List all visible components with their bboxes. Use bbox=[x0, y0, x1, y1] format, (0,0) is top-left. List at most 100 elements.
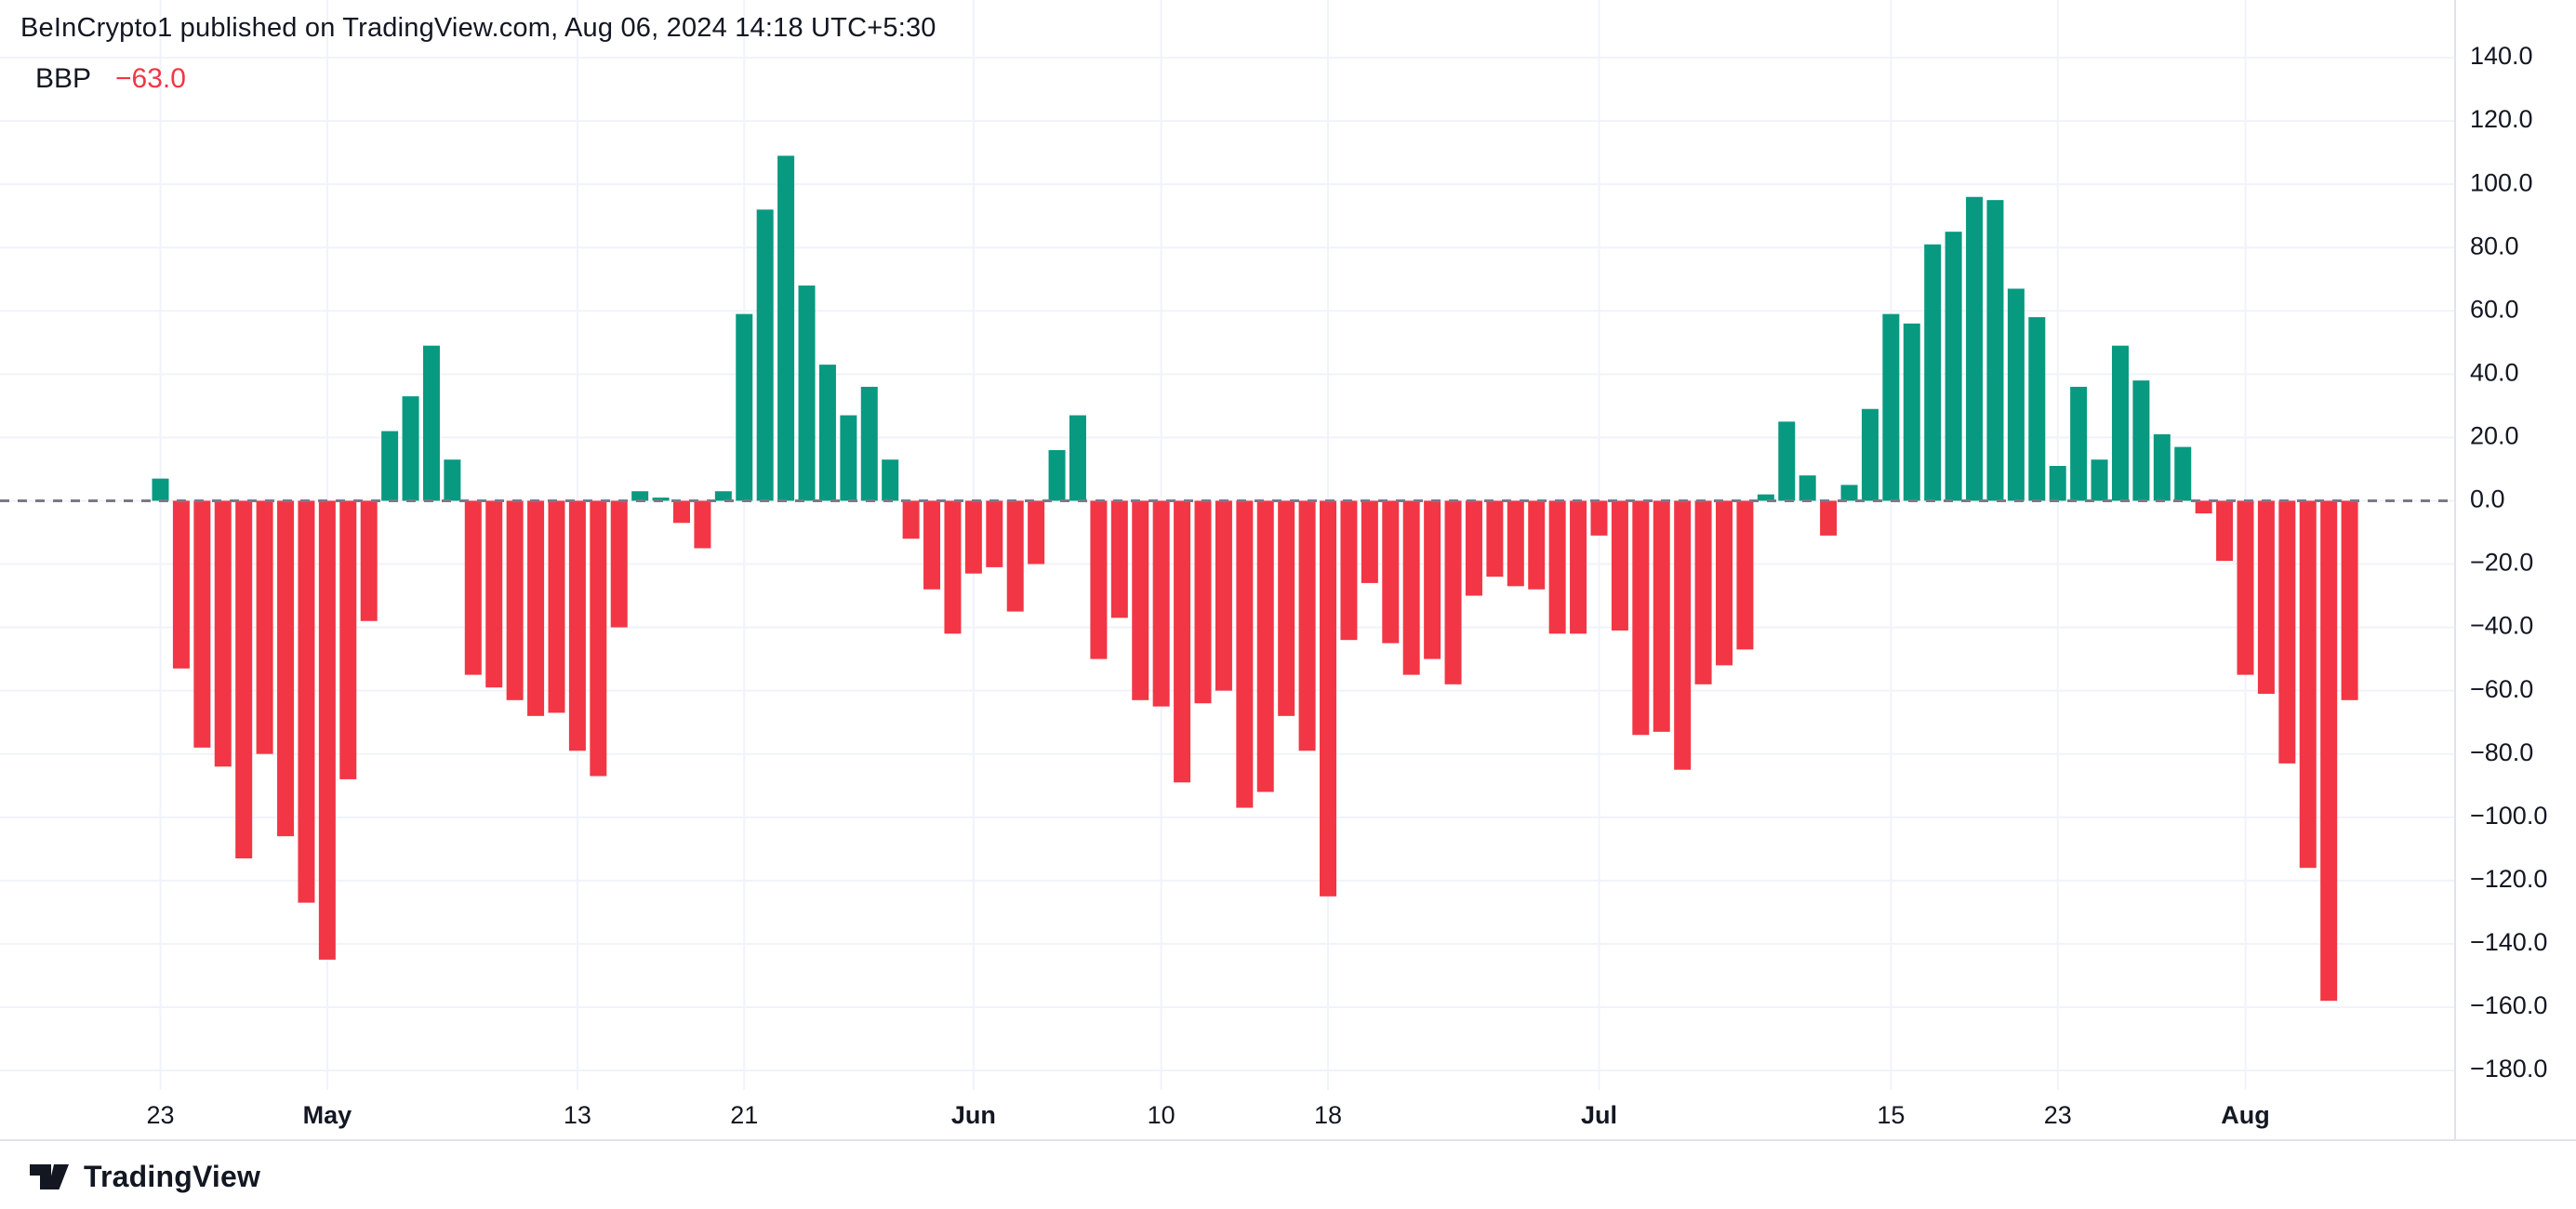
histogram-bar bbox=[1799, 475, 1816, 501]
time-axis-label: May bbox=[303, 1101, 352, 1129]
histogram-bar bbox=[2320, 500, 2338, 1002]
histogram-bar bbox=[256, 500, 273, 754]
histogram-bar bbox=[485, 500, 503, 688]
price-axis-label: −40.0 bbox=[2470, 612, 2533, 640]
histogram-bar bbox=[172, 500, 190, 669]
histogram-bar bbox=[1424, 500, 1441, 659]
histogram-bar bbox=[1152, 500, 1170, 707]
histogram-bar bbox=[1236, 500, 1254, 808]
histogram-bar bbox=[1716, 500, 1733, 666]
histogram-bar bbox=[590, 500, 607, 777]
histogram-bar bbox=[1320, 500, 1337, 897]
histogram-bar bbox=[1548, 500, 1566, 634]
histogram-bar bbox=[2174, 446, 2192, 501]
histogram-bar bbox=[1048, 449, 1066, 501]
histogram-bar bbox=[381, 431, 399, 501]
histogram-bar bbox=[527, 500, 545, 716]
histogram-bar bbox=[1694, 500, 1712, 684]
histogram-bar bbox=[986, 500, 1003, 567]
histogram-bar bbox=[1110, 500, 1128, 618]
histogram-bar bbox=[2049, 466, 2066, 501]
histogram-bar bbox=[1570, 500, 1587, 634]
histogram-bar bbox=[2257, 500, 2275, 695]
histogram-bar bbox=[444, 459, 461, 501]
histogram-bar bbox=[2111, 345, 2129, 501]
histogram-bar bbox=[1298, 500, 1316, 751]
price-axis-label: −20.0 bbox=[2470, 549, 2533, 577]
time-axis-label: Aug bbox=[2221, 1101, 2269, 1129]
histogram-bar bbox=[736, 313, 753, 501]
page-title: BeInCrypto1 published on TradingView.com… bbox=[20, 13, 936, 43]
histogram-bar bbox=[1778, 421, 1796, 501]
tradingview-brand-text[interactable]: TradingView bbox=[84, 1159, 261, 1193]
histogram-bar bbox=[277, 500, 295, 837]
price-axis-label: −60.0 bbox=[2470, 675, 2533, 703]
histogram-bar bbox=[652, 498, 670, 501]
tradingview-logo-icon bbox=[30, 1164, 69, 1189]
histogram-bar bbox=[2007, 288, 2025, 501]
price-axis-label: 80.0 bbox=[2470, 232, 2519, 259]
histogram-bar bbox=[2216, 500, 2234, 562]
histogram-bar bbox=[1840, 485, 1858, 501]
histogram-bar bbox=[798, 286, 816, 501]
price-axis-label: −100.0 bbox=[2470, 802, 2547, 830]
histogram-bar bbox=[2132, 380, 2150, 501]
histogram-bar bbox=[1820, 500, 1838, 536]
histogram-bar bbox=[964, 500, 982, 574]
histogram-bar bbox=[673, 500, 690, 524]
histogram-bar bbox=[1653, 500, 1670, 732]
histogram-bar bbox=[1402, 500, 1420, 675]
histogram-bar bbox=[1882, 313, 1900, 501]
histogram-bar bbox=[882, 459, 899, 501]
histogram-bar bbox=[1194, 500, 1212, 704]
histogram-bar bbox=[568, 500, 586, 751]
histogram-bar bbox=[2070, 386, 2088, 501]
histogram-bar bbox=[818, 365, 836, 501]
histogram-bar bbox=[464, 500, 482, 675]
histogram-bar bbox=[1945, 232, 1962, 501]
histogram-bar bbox=[2091, 459, 2108, 501]
histogram-bar bbox=[2195, 500, 2212, 514]
price-axis-label: −160.0 bbox=[2470, 991, 2547, 1019]
histogram-bar bbox=[840, 415, 857, 501]
histogram-bar bbox=[1611, 500, 1628, 631]
histogram-bar bbox=[2341, 500, 2358, 700]
histogram-bar bbox=[777, 155, 795, 501]
histogram-bar bbox=[214, 500, 232, 767]
histogram-bar bbox=[1757, 494, 1774, 501]
histogram-bar bbox=[1340, 500, 1358, 641]
histogram-bar bbox=[506, 500, 524, 700]
histogram-bar bbox=[402, 396, 419, 501]
histogram-bar bbox=[756, 209, 774, 501]
histogram-bar bbox=[1028, 500, 1045, 565]
footer: TradingView bbox=[28, 1153, 260, 1200]
time-axis-label: Jul bbox=[1581, 1101, 1617, 1129]
price-axis-label: 20.0 bbox=[2470, 422, 2519, 450]
histogram-bar bbox=[235, 500, 253, 858]
histogram-bar bbox=[1861, 408, 1879, 501]
histogram-bar bbox=[631, 491, 649, 501]
histogram-bar bbox=[1674, 500, 1692, 770]
histogram-bar bbox=[1528, 500, 1546, 590]
price-axis-label: 0.0 bbox=[2470, 485, 2505, 513]
histogram-bar bbox=[2299, 500, 2317, 869]
histogram-bar bbox=[318, 500, 336, 960]
histogram-bar bbox=[1632, 500, 1650, 736]
histogram-bar bbox=[2278, 500, 2296, 764]
time-axis-label: 13 bbox=[564, 1101, 591, 1129]
histogram-bar bbox=[694, 500, 711, 549]
histogram-bar bbox=[1486, 500, 1504, 578]
price-axis-label: −180.0 bbox=[2470, 1055, 2547, 1083]
histogram-bar bbox=[1278, 500, 1295, 716]
time-axis-label: 23 bbox=[146, 1101, 174, 1129]
histogram-bar bbox=[548, 500, 565, 713]
indicator-legend[interactable]: BBP −63.0 bbox=[35, 63, 186, 95]
histogram-bar bbox=[714, 491, 732, 501]
indicator-value: −63.0 bbox=[115, 63, 186, 94]
histogram-bar bbox=[923, 500, 941, 590]
histogram-bar bbox=[1006, 500, 1024, 612]
price-axis-label: 100.0 bbox=[2470, 168, 2533, 196]
price-axis-label: −140.0 bbox=[2470, 928, 2547, 956]
histogram-bar bbox=[360, 500, 378, 621]
histogram-bar bbox=[1256, 500, 1274, 792]
